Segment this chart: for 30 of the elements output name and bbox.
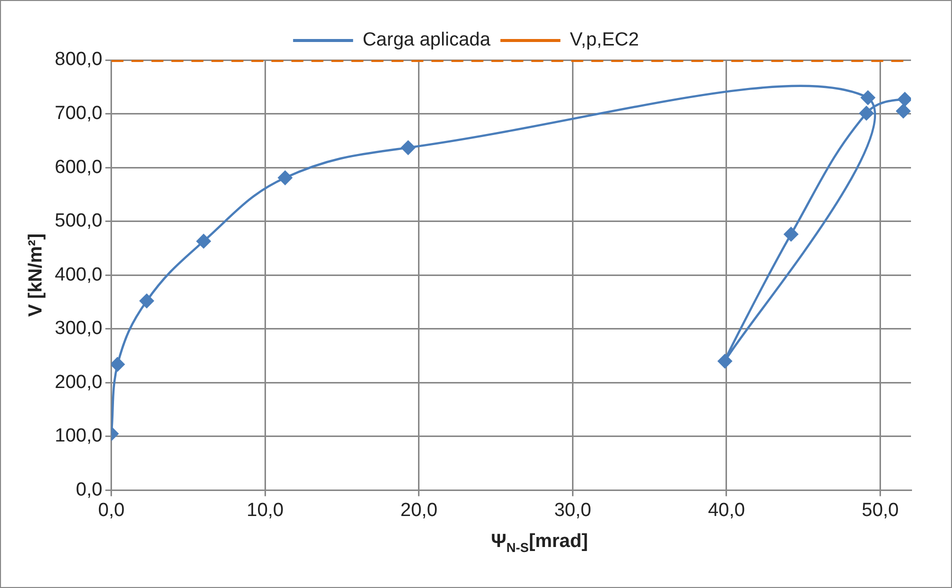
- x-axis-title: Ψ$_{N-S}$[mrad]: [490, 531, 589, 555]
- x-tick-label: 30,0: [554, 500, 592, 521]
- y-tick-label: 100,0: [54, 426, 102, 447]
- x-tick-label: 50,0: [862, 500, 899, 521]
- point: [896, 104, 910, 118]
- x-tick-label: 10,0: [246, 500, 284, 521]
- point: [278, 170, 292, 185]
- y-tick-label: 0,0: [76, 479, 102, 500]
- y-tick-label: 400,0: [54, 264, 102, 286]
- y-tick-label: 800,0: [54, 49, 102, 70]
- y-axis-title: V [kN/m²]: [26, 233, 47, 317]
- point: [859, 106, 874, 120]
- point: [111, 357, 125, 372]
- point: [196, 234, 211, 248]
- y-tick-label: 500,0: [54, 210, 102, 232]
- point: [718, 354, 732, 368]
- x-tick-label: 0,0: [98, 500, 125, 521]
- point: [140, 294, 154, 308]
- y-tick-label: 600,0: [54, 156, 102, 178]
- point: [401, 140, 416, 155]
- x-tick-label: 40,0: [708, 500, 745, 521]
- y-tick-label: 200,0: [54, 372, 102, 393]
- legend-label: V,p,EC2: [570, 30, 639, 51]
- y-tick-label: 700,0: [54, 103, 102, 124]
- legend-label: Carga aplicada: [362, 30, 491, 51]
- point: [860, 90, 876, 105]
- y-tick-label: 300,0: [54, 318, 102, 340]
- point: [784, 227, 798, 242]
- x-tick-label: 20,0: [400, 500, 438, 521]
- point: [898, 92, 911, 106]
